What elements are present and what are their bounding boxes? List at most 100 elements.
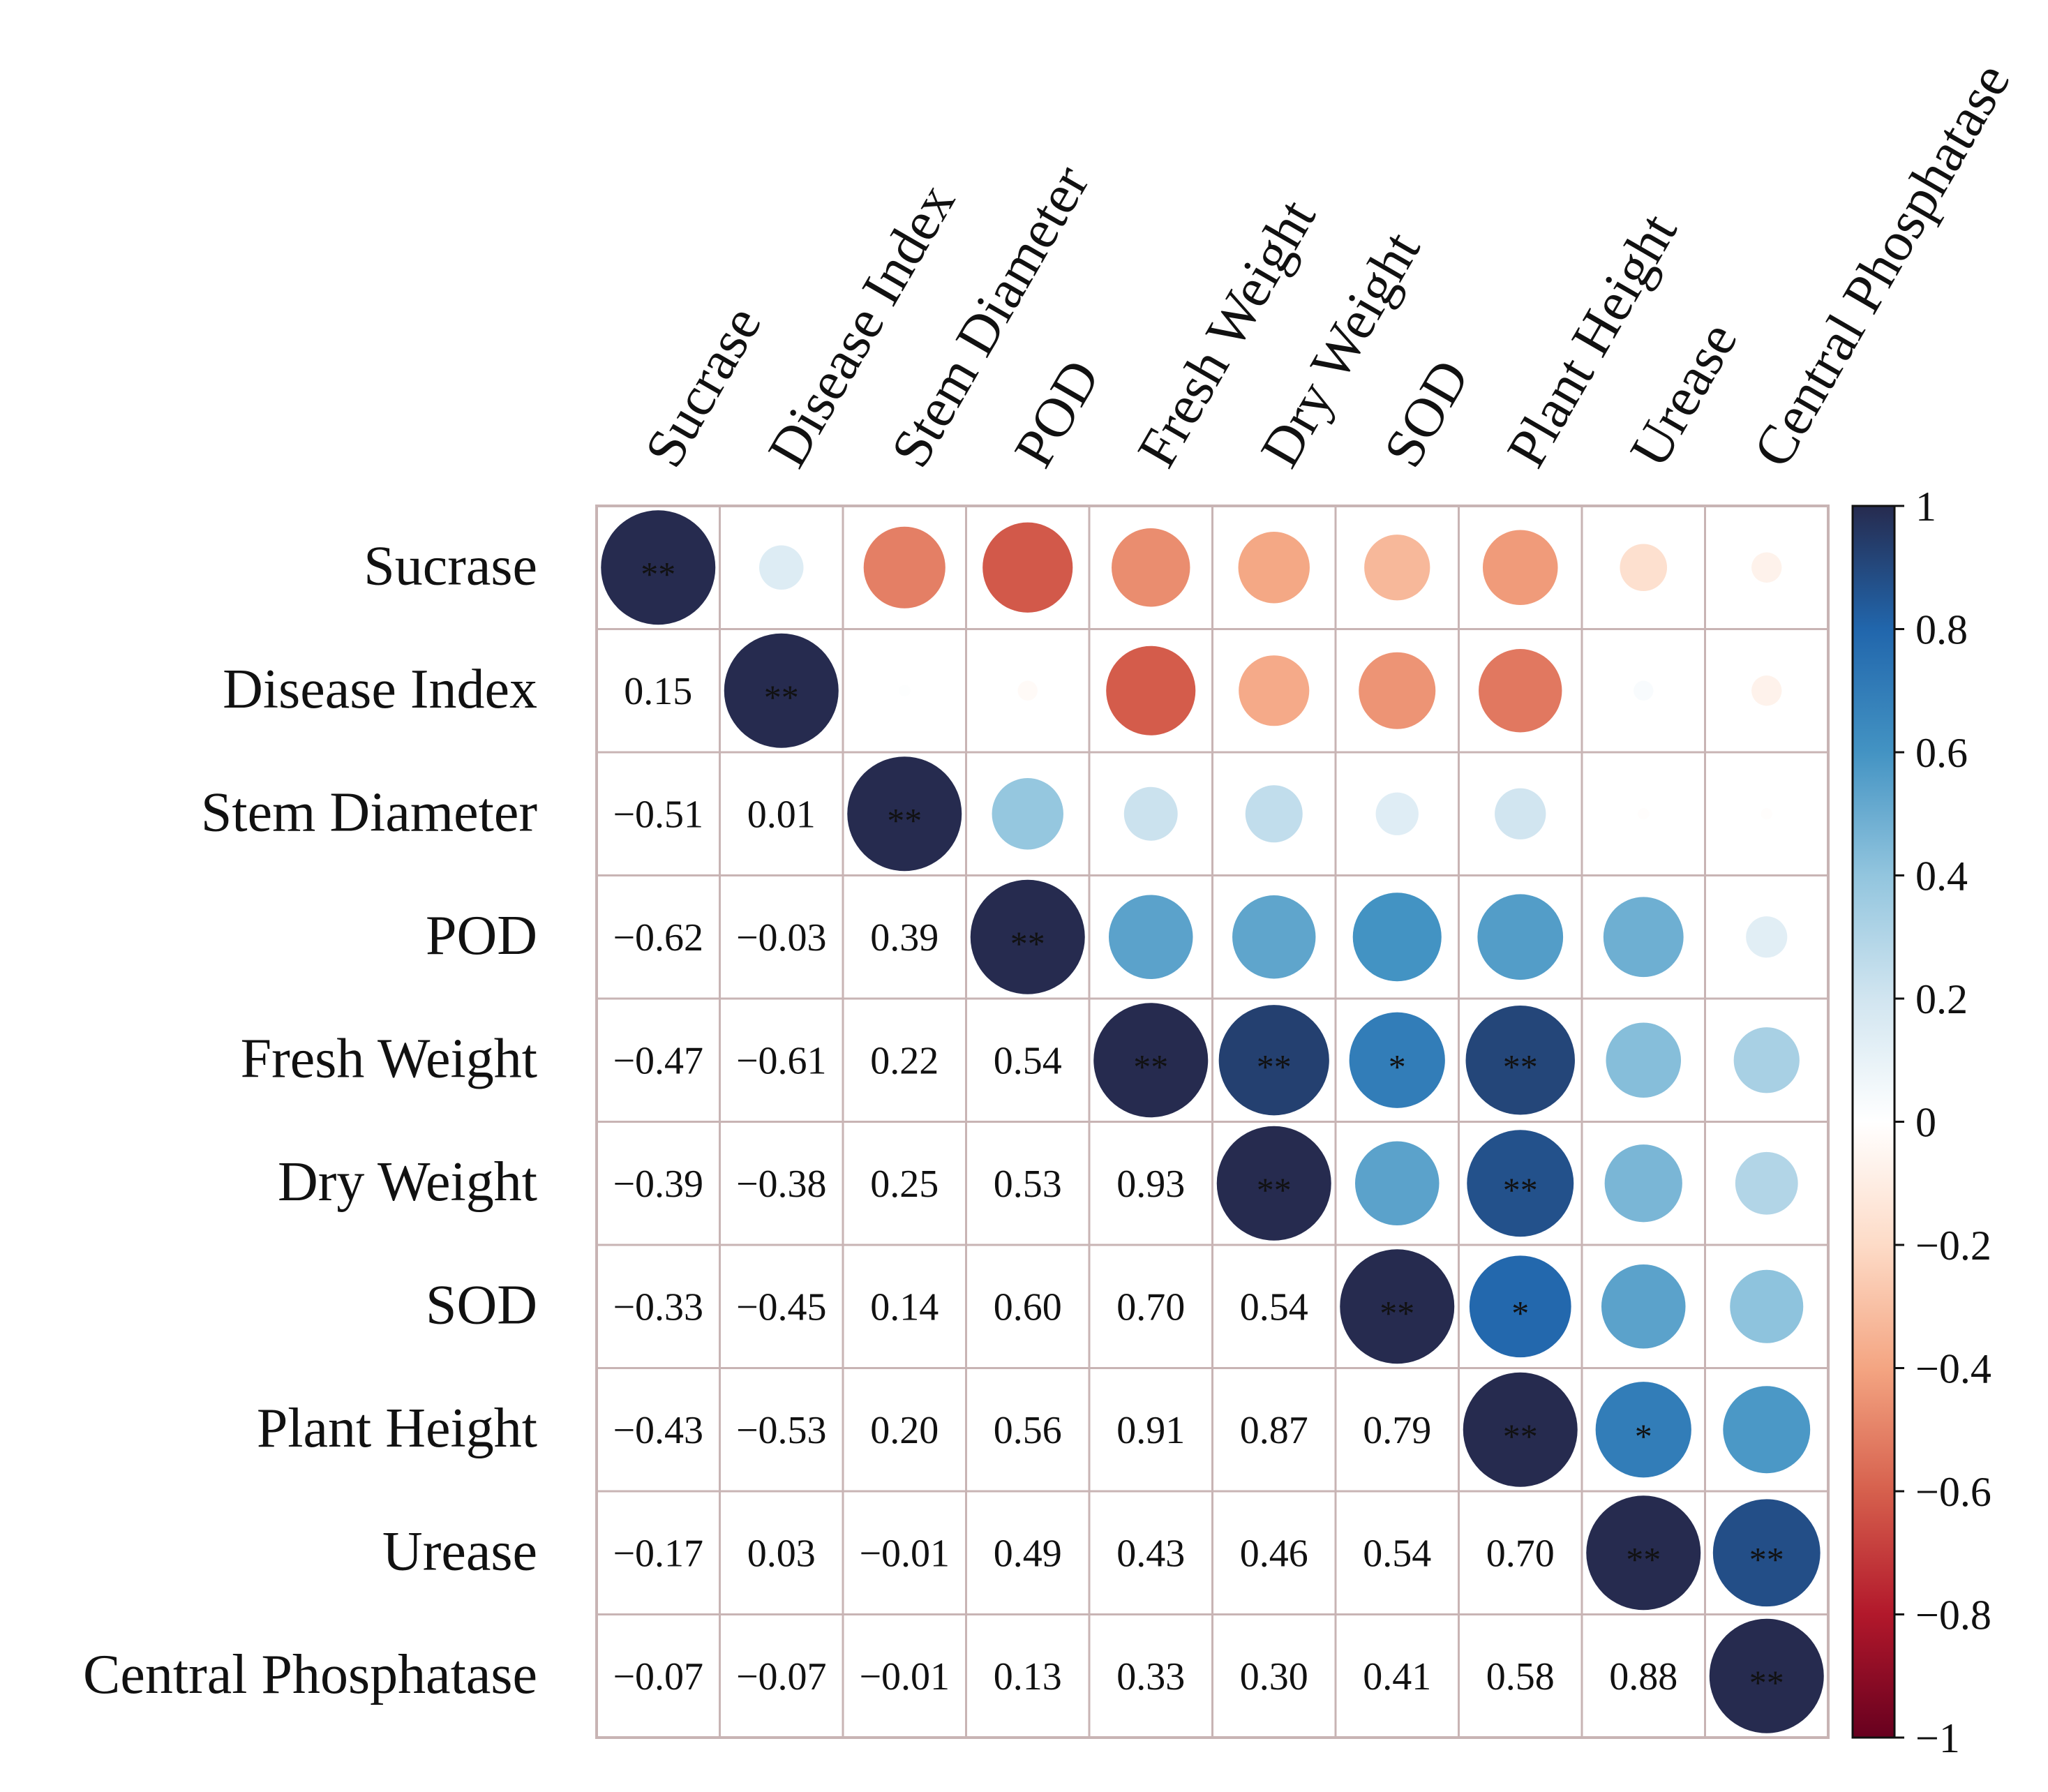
correlation-value-plant-height-sod: 0.79 [1363, 1409, 1431, 1452]
correlation-value-central-phosphatase-sucrase: −0.07 [613, 1655, 703, 1698]
significance-mark-7-8: * [1635, 1417, 1652, 1456]
correlation-circle-disease-index-disease-index [724, 633, 839, 748]
colorbar-tick-label: 0.4 [1915, 853, 1968, 899]
correlation-value-sod-disease-index: −0.45 [736, 1285, 827, 1329]
cell-8-7 [1458, 1490, 1583, 1615]
correlation-circle-plant-height-central-phosphatase [1723, 1386, 1811, 1474]
colorbar-tick-label: 1 [1915, 484, 1936, 530]
correlation-circle-pod-fresh-weight [1108, 895, 1193, 980]
colorbar-tick-label: 0.6 [1915, 730, 1968, 776]
correlation-value-dry-weight-fresh-weight: 0.93 [1116, 1163, 1185, 1206]
colorbar-tick-label: −0.6 [1915, 1469, 1991, 1515]
correlation-value-dry-weight-disease-index: −0.38 [736, 1163, 827, 1206]
correlation-value-disease-index-sucrase: 0.15 [624, 670, 692, 713]
cell-9-0 [595, 1613, 721, 1739]
row-label-sod: SOD [426, 1274, 537, 1336]
significance-mark-2-2: ** [887, 800, 922, 839]
row-label-stem-diameter: Stem Diameter [201, 782, 537, 843]
cell-9-2 [842, 1613, 967, 1739]
significance-mark-5-5: ** [1257, 1170, 1292, 1209]
correlation-matrix: **0.15 **−0.51 0.01 **−0.62 −0.03 0.39 **−0.47… [595, 505, 1830, 1739]
correlation-circle-plant-height-plant-height [1463, 1372, 1578, 1487]
correlation-circle-pod-dry-weight [1232, 895, 1316, 979]
correlation-value-central-phosphatase-fresh-weight: 0.33 [1116, 1655, 1185, 1698]
cell-4-0 [595, 997, 721, 1123]
cell-7-2 [842, 1367, 967, 1493]
correlation-value-fresh-weight-sucrase: −0.47 [613, 1039, 703, 1082]
column-label-sod: SOD [1373, 350, 1481, 477]
row-label-dry-weight: Dry Weight [278, 1151, 537, 1213]
row-labels: Sucrase Disease Index Stem Diameter POD Fres… [83, 535, 537, 1705]
colorbar-tick-label: 0.8 [1915, 607, 1968, 653]
cell-4-1 [719, 997, 844, 1123]
correlation-value-central-phosphatase-stem-diameter: −0.01 [859, 1655, 950, 1698]
cell-8-4 [1088, 1490, 1213, 1615]
correlation-circle-stem-diameter-dry-weight [1245, 785, 1303, 843]
colorbar-tick-label: 0 [1915, 1100, 1936, 1146]
correlation-value-sod-dry-weight: 0.54 [1240, 1285, 1308, 1329]
correlation-value-stem-diameter-sucrase: −0.51 [613, 793, 703, 836]
cell-5-0 [595, 1121, 721, 1246]
correlation-circle-disease-index-sod [1359, 652, 1436, 729]
correlation-circle-disease-index-central-phosphatase [1751, 675, 1782, 706]
correlation-value-plant-height-dry-weight: 0.87 [1240, 1409, 1308, 1452]
significance-mark-8-9: ** [1749, 1539, 1784, 1578]
cell-9-7 [1458, 1613, 1583, 1739]
colorbar-tick-label: 0.2 [1915, 976, 1968, 1022]
correlation-value-central-phosphatase-sod: 0.41 [1363, 1655, 1431, 1698]
correlation-value-fresh-weight-disease-index: −0.61 [736, 1039, 827, 1082]
correlation-value-plant-height-sucrase: −0.43 [613, 1409, 703, 1452]
correlation-circle-pod-pod [970, 879, 1085, 994]
correlation-circle-fresh-weight-fresh-weight [1093, 1003, 1209, 1118]
correlation-circle-dry-weight-sod [1354, 1141, 1440, 1226]
cell-2-1 [719, 751, 844, 876]
significance-mark-0-0: ** [641, 554, 675, 593]
correlation-circle-stem-diameter-urease [1638, 808, 1650, 820]
cell-9-1 [719, 1613, 844, 1739]
correlation-value-urease-dry-weight: 0.46 [1240, 1532, 1308, 1575]
cell-9-8 [1580, 1613, 1706, 1739]
correlation-circle-dry-weight-central-phosphatase [1735, 1151, 1798, 1215]
correlation-value-central-phosphatase-urease: 0.88 [1609, 1655, 1677, 1698]
colorbar-tick-label: −0.2 [1915, 1223, 1991, 1269]
correlation-circle-central-phosphatase-central-phosphatase [1709, 1618, 1824, 1733]
correlation-circle-disease-index-fresh-weight [1106, 645, 1196, 736]
significance-mark-7-7: ** [1503, 1417, 1538, 1456]
significance-mark-3-3: ** [1010, 924, 1045, 963]
correlation-circle-urease-central-phosphatase [1712, 1499, 1821, 1607]
correlation-circle-sucrase-disease-index [758, 545, 804, 590]
correlation-circle-stem-diameter-fresh-weight [1123, 786, 1178, 841]
cell-8-6 [1334, 1490, 1460, 1615]
correlation-circle-sucrase-urease [1620, 544, 1668, 592]
correlation-circle-stem-diameter-central-phosphatase [1761, 808, 1772, 820]
correlation-circle-plant-height-urease [1595, 1382, 1691, 1478]
cell-8-1 [719, 1490, 844, 1615]
correlation-circle-stem-diameter-stem-diameter [847, 756, 962, 872]
cell-2-0 [595, 751, 721, 876]
correlation-value-fresh-weight-stem-diameter: 0.22 [870, 1039, 939, 1082]
row-label-central-phosphatase: Central Phosphatase [83, 1644, 537, 1705]
correlation-circle-sucrase-central-phosphatase [1751, 552, 1782, 583]
correlation-circle-fresh-weight-plant-height [1465, 1006, 1575, 1115]
correlation-value-pod-stem-diameter: 0.39 [870, 916, 939, 960]
correlation-value-urease-pod: 0.49 [994, 1532, 1062, 1575]
correlation-circle-fresh-weight-dry-weight [1218, 1005, 1329, 1116]
matrix-border [595, 505, 1830, 1739]
correlation-value-urease-sod: 0.54 [1363, 1532, 1431, 1575]
correlation-value-pod-disease-index: −0.03 [736, 916, 827, 960]
cell-7-1 [719, 1367, 844, 1493]
significance-mark-8-8: ** [1626, 1539, 1661, 1578]
correlation-circle-sod-central-phosphatase [1730, 1269, 1804, 1343]
correlation-circle-sod-sod [1340, 1249, 1455, 1364]
colorbar-gradient [1851, 505, 1896, 1739]
correlation-circle-sucrase-pod [982, 522, 1073, 613]
significance-mark-6-7: * [1511, 1293, 1529, 1332]
correlation-circle-sucrase-sod [1364, 535, 1430, 601]
row-label-disease-index: Disease Index [223, 659, 537, 720]
correlation-circle-sucrase-plant-height [1482, 530, 1558, 606]
row-label-pod: POD [426, 905, 537, 966]
correlation-circle-stem-diameter-plant-height [1495, 788, 1546, 839]
correlation-value-plant-height-pod: 0.56 [994, 1409, 1062, 1452]
correlation-value-plant-height-fresh-weight: 0.91 [1116, 1409, 1185, 1452]
